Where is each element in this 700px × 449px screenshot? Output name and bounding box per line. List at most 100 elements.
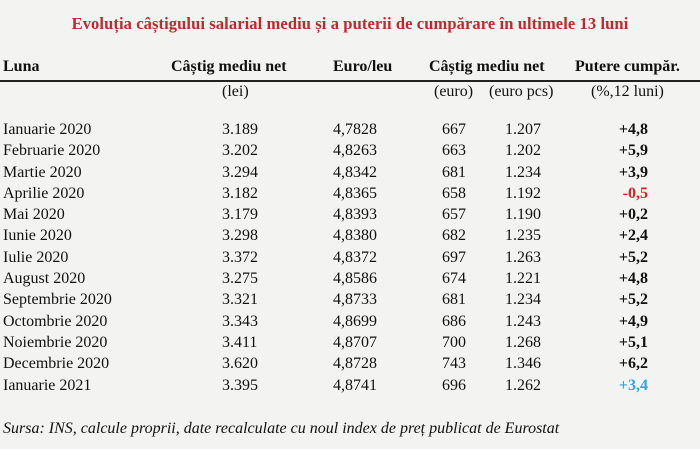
castig-euro-cell: 674: [442, 270, 466, 288]
putere-cumparare-cell: +5,2: [618, 248, 648, 266]
subheader-euro: (euro): [434, 83, 474, 100]
putere-cumparare-cell: -0,5: [622, 184, 648, 202]
castig-euro-cell: 681: [442, 291, 466, 309]
header-castig-euro: Câștig mediu net: [429, 58, 545, 75]
header-divider: [0, 80, 700, 82]
month-cell: Decembrie 2020: [3, 355, 110, 373]
putere-cumparare-cell: +5,2: [618, 291, 648, 309]
castig-euro-cell: 697: [442, 248, 466, 266]
table-row: Decembrie 2020 3.620 4,8728 743 1.346 +6,2: [0, 355, 700, 376]
putere-cumparare-cell: +2,4: [618, 227, 648, 245]
castig-euro-cell: 696: [442, 376, 466, 394]
castig-net-cell: 3.298: [222, 227, 258, 245]
euro-leu-cell: 4,8372: [333, 248, 377, 266]
header-luna: Luna: [3, 58, 40, 75]
castig-euro-cell: 663: [442, 142, 466, 160]
putere-cumparare-cell: +5,9: [618, 142, 648, 160]
header-euro-leu: Euro/leu: [333, 58, 393, 75]
castig-net-cell: 3.620: [222, 355, 258, 373]
month-cell: Septembrie 2020: [3, 291, 112, 309]
euro-leu-cell: 4,8733: [333, 291, 377, 309]
castig-euro-cell: 686: [442, 312, 466, 330]
putere-cumparare-cell: +3,9: [618, 163, 648, 181]
month-cell: Martie 2020: [3, 163, 82, 181]
table-row: Octombrie 2020 3.343 4,8699 686 1.243 +4,9: [0, 313, 700, 334]
month-cell: Ianuarie 2020: [3, 121, 92, 138]
month-cell: Noiembrie 2020: [3, 333, 108, 351]
castig-euro-pcs-cell: 1.243: [505, 312, 541, 330]
month-cell: Ianuarie 2021: [3, 376, 92, 394]
putere-cumparare-cell: +5,1: [618, 333, 648, 351]
month-cell: Februarie 2020: [3, 142, 101, 160]
putere-cumparare-cell: +4,9: [618, 312, 648, 330]
castig-euro-cell: 743: [442, 355, 466, 373]
month-cell: Octombrie 2020: [3, 312, 108, 330]
euro-leu-cell: 4,8263: [333, 142, 377, 160]
putere-cumparare-cell: +4,8: [618, 121, 648, 138]
month-cell: Iunie 2020: [3, 227, 72, 245]
castig-euro-cell: 657: [442, 206, 466, 224]
castig-euro-pcs-cell: 1.190: [505, 206, 541, 224]
castig-euro-cell: 667: [442, 121, 466, 138]
castig-euro-cell: 681: [442, 163, 466, 181]
castig-net-cell: 3.294: [222, 163, 258, 181]
castig-net-cell: 3.202: [222, 142, 258, 160]
month-cell: August 2020: [3, 270, 86, 288]
castig-net-cell: 3.372: [222, 248, 258, 266]
header-castig-net: Câștig mediu net: [171, 58, 287, 75]
table-row: Septembrie 2020 3.321 4,8733 681 1.234 +5,2: [0, 291, 700, 312]
month-cell: Mai 2020: [3, 206, 65, 224]
castig-euro-pcs-cell: 1.221: [505, 270, 541, 288]
castig-euro-pcs-cell: 1.234: [505, 291, 541, 309]
euro-leu-cell: 4,8741: [333, 376, 377, 394]
table-title: Evoluția câștigului salarial mediu și a …: [71, 14, 629, 33]
castig-euro-pcs-cell: 1.346: [505, 355, 541, 373]
table-row: Martie 2020 3.294 4,8342 681 1.234 +3,9: [0, 164, 700, 185]
castig-euro-pcs-cell: 1.235: [505, 227, 541, 245]
header-putere: Putere cumpăr.: [575, 58, 680, 75]
euro-leu-cell: 4,8342: [333, 163, 377, 181]
table-row: Iulie 2020 3.372 4,8372 697 1.263 +5,2: [0, 249, 700, 270]
putere-cumparare-cell: +6,2: [618, 355, 648, 373]
castig-euro-cell: 658: [442, 184, 466, 202]
castig-euro-pcs-cell: 1.262: [505, 376, 541, 394]
euro-leu-cell: 4,8728: [333, 355, 377, 373]
euro-leu-cell: 4,8707: [333, 333, 377, 351]
castig-euro-pcs-cell: 1.234: [505, 163, 541, 181]
putere-cumparare-cell: +4,8: [618, 270, 648, 288]
castig-net-cell: 3.275: [222, 270, 258, 288]
table-row: Ianuarie 2021 3.395 4,8741 696 1.262 +3,4: [0, 377, 700, 398]
castig-net-cell: 3.182: [222, 184, 258, 202]
castig-euro-pcs-cell: 1.192: [505, 184, 541, 202]
castig-euro-pcs-cell: 1.268: [505, 333, 541, 351]
subheader-castig-lei: (lei): [222, 83, 249, 100]
month-cell: Iulie 2020: [3, 248, 69, 266]
castig-net-cell: 3.411: [222, 333, 258, 351]
table-row: Aprilie 2020 3.182 4,8365 658 1.192 -0,5: [0, 185, 700, 206]
subheader-euro-pcs: (euro pcs): [489, 83, 554, 100]
euro-leu-cell: 4,8380: [333, 227, 377, 245]
castig-net-cell: 3.321: [222, 291, 258, 309]
castig-euro-pcs-cell: 1.202: [505, 142, 541, 160]
euro-leu-cell: 4,8365: [333, 184, 377, 202]
castig-euro-cell: 700: [442, 333, 466, 351]
table-row: Ianuarie 2020 3.189 4,7828 667 1.207 +4,8: [0, 121, 700, 142]
euro-leu-cell: 4,8699: [333, 312, 377, 330]
table-row: August 2020 3.275 4,8586 674 1.221 +4,8: [0, 270, 700, 291]
data-table-body: Ianuarie 2020 3.189 4,7828 667 1.207 +4,8 Febr…: [0, 121, 700, 398]
table-row: Iunie 2020 3.298 4,8380 682 1.235 +2,4: [0, 227, 700, 248]
castig-net-cell: 3.343: [222, 312, 258, 330]
castig-net-cell: 3.189: [222, 121, 258, 138]
castig-euro-pcs-cell: 1.207: [505, 121, 541, 138]
source-note: Sursa: INS, calcule proprii, date recalc…: [3, 420, 560, 437]
table-row: Februarie 2020 3.202 4,8263 663 1.202 +5,9: [0, 142, 700, 163]
table-row: Mai 2020 3.179 4,8393 657 1.190 +0,2: [0, 206, 700, 227]
putere-cumparare-cell: +0,2: [618, 206, 648, 224]
castig-euro-pcs-cell: 1.263: [505, 248, 541, 266]
subheader-putere: (%,12 luni): [591, 83, 664, 100]
castig-euro-cell: 682: [442, 227, 466, 245]
month-cell: Aprilie 2020: [3, 184, 85, 202]
castig-net-cell: 3.179: [222, 206, 258, 224]
euro-leu-cell: 4,8586: [333, 270, 377, 288]
euro-leu-cell: 4,8393: [333, 206, 377, 224]
